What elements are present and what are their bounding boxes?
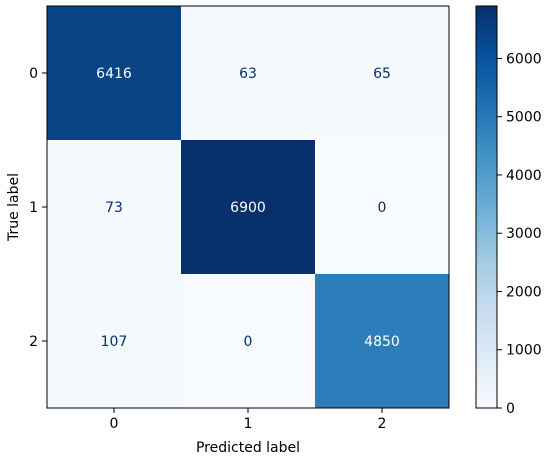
colorbar-tick-label: 2000 — [506, 284, 542, 300]
colorbar-tick-label: 4000 — [506, 168, 542, 184]
cell-value-label: 6900 — [230, 200, 266, 216]
heatmap-cell — [181, 274, 315, 408]
colorbar-ticks: 0 1000 2000 3000 4000 5000 6000 — [497, 51, 542, 417]
colorbar-tick-label: 6000 — [506, 51, 542, 67]
cell-value-label: 0 — [244, 334, 253, 350]
heatmap-cell — [47, 6, 181, 140]
x-tick-label: 2 — [378, 416, 387, 432]
y-tick-label: 2 — [29, 334, 38, 350]
colorbar-tick-label: 0 — [506, 401, 515, 417]
x-tick-label: 1 — [244, 416, 253, 432]
heatmap-cell — [315, 140, 449, 274]
cell-value-label: 6416 — [96, 66, 132, 82]
colorbar-tick-label: 3000 — [506, 226, 542, 242]
x-axis-label: Predicted label — [196, 440, 300, 456]
cell-value-label: 4850 — [364, 334, 400, 350]
colorbar-tick-label: 1000 — [506, 343, 542, 359]
cell-value-label: 73 — [105, 200, 123, 216]
x-axis-ticks: 0 1 2 — [110, 408, 387, 432]
y-axis-ticks: 0 1 2 — [29, 66, 47, 350]
colorbar-tick-label: 5000 — [506, 110, 542, 126]
y-axis-label: True label — [6, 173, 22, 242]
heatmap-cells: 6416 63 65 73 6900 0 107 0 4850 — [47, 6, 449, 408]
heatmap-cell — [181, 6, 315, 140]
heatmap-cell — [181, 140, 315, 274]
x-tick-label: 0 — [110, 416, 119, 432]
cell-value-label: 63 — [239, 66, 257, 82]
cell-value-label: 65 — [373, 66, 391, 82]
cell-value-label: 107 — [101, 334, 128, 350]
heatmap-cell — [315, 274, 449, 408]
cell-value-label: 0 — [378, 200, 387, 216]
colorbar — [475, 5, 498, 409]
heatmap-cell — [47, 140, 181, 274]
heatmap-cell — [315, 6, 449, 140]
y-tick-label: 1 — [29, 200, 38, 216]
y-tick-label: 0 — [29, 66, 38, 82]
heatmap-cell — [47, 274, 181, 408]
